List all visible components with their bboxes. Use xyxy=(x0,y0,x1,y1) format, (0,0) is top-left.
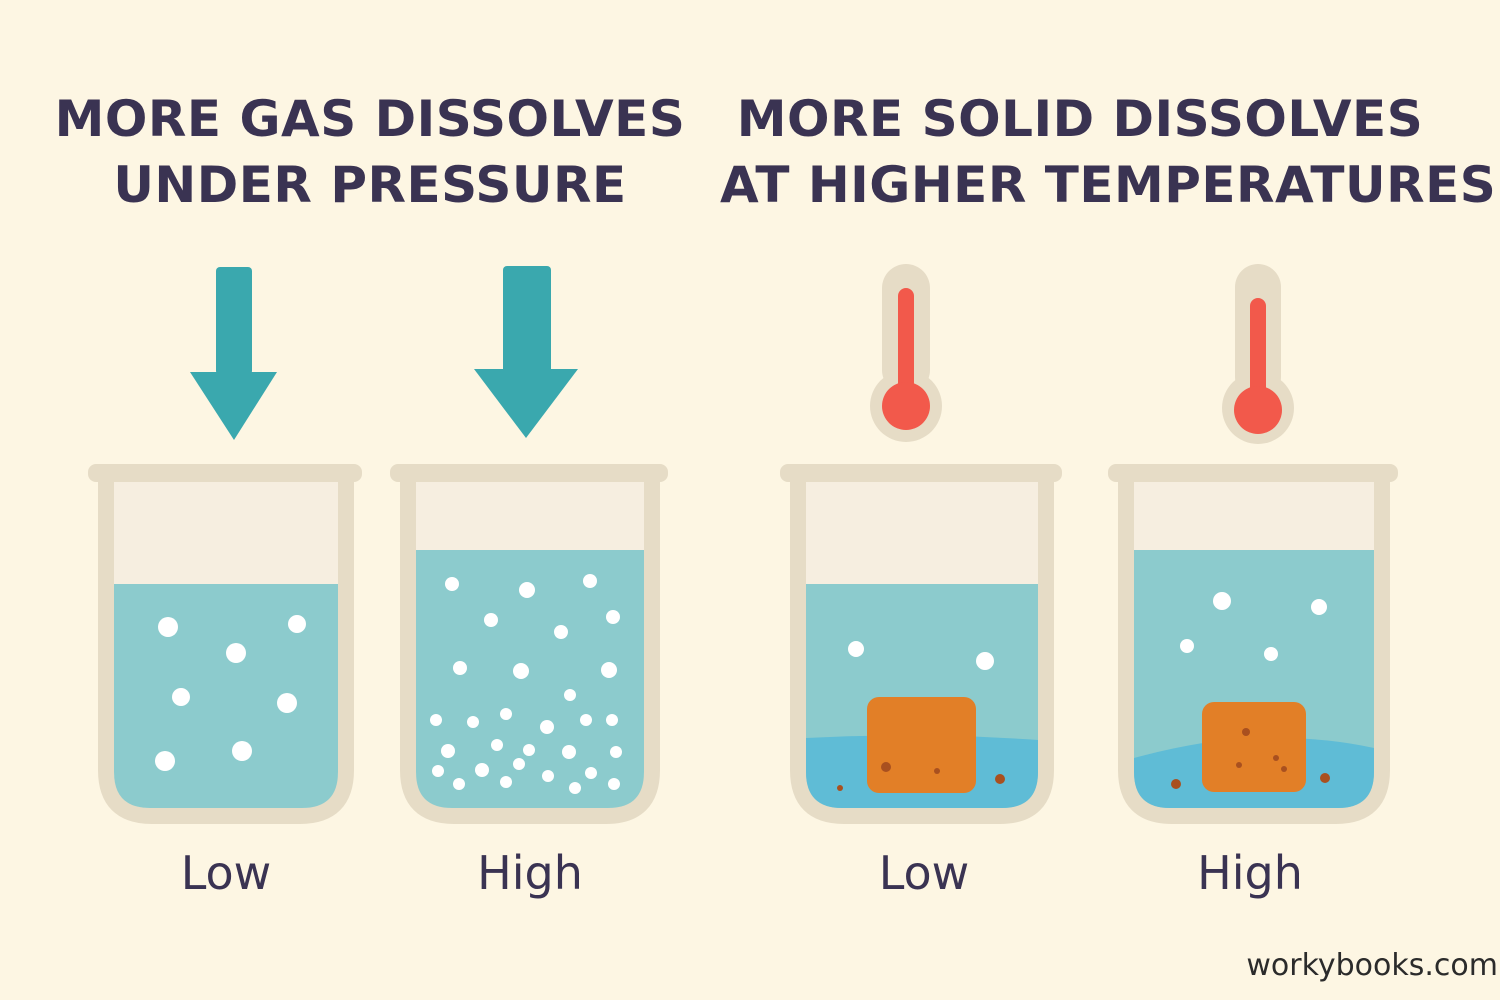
gas-pressure-title: MORE GAS DISSOLVES UNDER PRESSURE xyxy=(40,86,700,218)
beaker-solid-low xyxy=(780,464,1062,824)
thermometer-icon xyxy=(1222,264,1294,444)
beaker-gas-high xyxy=(390,464,668,824)
bubble-icon xyxy=(1180,592,1327,661)
gas-title-line-1: MORE GAS DISSOLVES xyxy=(54,90,686,148)
beaker-label-gas-high: High xyxy=(477,846,583,900)
solid-title-line-1: MORE SOLID DISSOLVES xyxy=(736,90,1424,148)
bubble-icon xyxy=(848,641,994,670)
down-arrow-icon xyxy=(474,266,578,438)
down-arrow-icon xyxy=(190,267,277,440)
solid-cube-icon xyxy=(837,697,1005,793)
beaker-label-solid-high: High xyxy=(1197,846,1303,900)
gas-title-line-2: UNDER PRESSURE xyxy=(113,156,627,214)
watermark: workybooks.com xyxy=(1246,948,1498,983)
solid-temperature-title: MORE SOLID DISSOLVES AT HIGHER TEMPERATU… xyxy=(720,86,1497,218)
bubble-icon xyxy=(155,615,306,771)
beaker-label-gas-low: Low xyxy=(180,846,272,900)
solid-cube-icon xyxy=(1171,702,1330,792)
solid-title-line-2: AT HIGHER TEMPERATURES xyxy=(720,156,1497,214)
beaker-gas-low xyxy=(88,464,362,824)
thermometer-icon xyxy=(870,264,942,442)
bubble-icon xyxy=(430,574,622,794)
beaker-label-solid-low: Low xyxy=(878,846,970,900)
beaker-solid-high xyxy=(1108,464,1398,824)
